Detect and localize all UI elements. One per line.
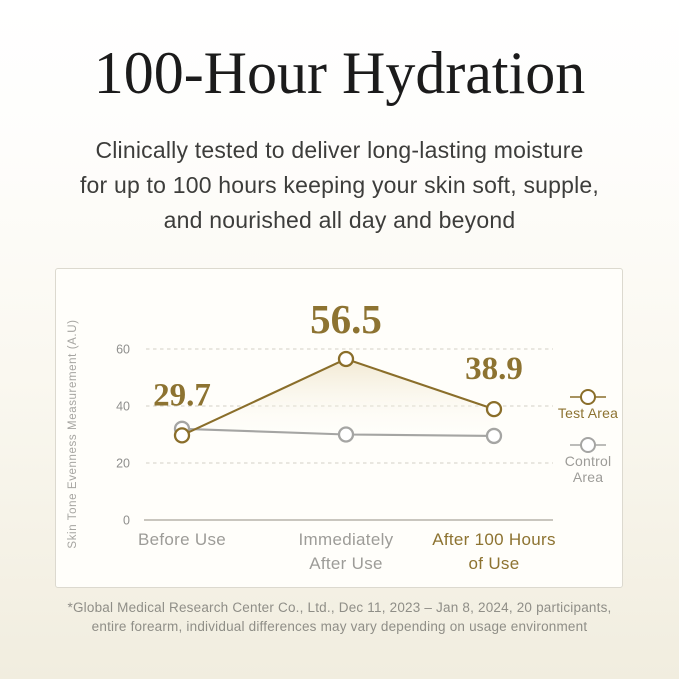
control-area-series	[173, 420, 503, 445]
data-value-label: 38.9	[465, 351, 523, 387]
chart-card: 0 20 40 60 Skin Tone Evenness Measurement (A…	[55, 268, 623, 588]
hydration-line-chart: 0 20 40 60 Skin Tone Evenness Measurement (A…	[67, 296, 618, 573]
page-title: 100-Hour Hydration	[93, 40, 586, 106]
legend-marker	[580, 437, 596, 453]
x-category-label: After 100 Hours	[432, 530, 556, 549]
x-category-label: Before Use	[138, 530, 226, 549]
data-value-label: 56.5	[310, 296, 382, 342]
data-point-marker	[337, 426, 355, 443]
subtitle-line: Clinically tested to deliver long-lastin…	[95, 137, 584, 163]
legend-marker	[580, 389, 596, 405]
subtitle: Clinically tested to deliver long-lastin…	[0, 133, 679, 238]
legend-label: Test Area	[558, 405, 618, 421]
area-fill	[182, 358, 494, 436]
footnote: *Global Medical Research Center Co., Ltd…	[0, 599, 679, 636]
y-tick-label: 40	[116, 400, 130, 414]
y-tick-label: 20	[116, 457, 130, 471]
legend-label: Control	[565, 453, 612, 469]
footnote-line: entire forearm, individual differences m…	[91, 618, 588, 634]
legend-label: Area	[573, 469, 603, 485]
x-category-label: Immediately	[299, 530, 394, 549]
data-point-marker	[485, 400, 503, 418]
x-category-label: After Use	[309, 554, 383, 573]
y-axis-title: Skin Tone Evenness Measurement (A.U)	[67, 319, 79, 548]
data-value-label: 29.7	[153, 377, 211, 413]
data-point-marker	[337, 350, 355, 368]
footnote-line: *Global Medical Research Center Co., Ltd…	[67, 600, 612, 615]
data-point-marker	[173, 427, 191, 444]
test-area-series	[173, 350, 503, 444]
subtitle-line: and nourished all day and beyond	[163, 207, 516, 233]
y-tick-label: 0	[123, 514, 130, 528]
y-tick-label: 60	[116, 343, 130, 357]
legend-entry: Test Area	[558, 389, 618, 421]
subtitle-line: for up to 100 hours keeping your skin so…	[79, 172, 600, 198]
x-category-label: of Use	[469, 554, 520, 573]
data-point-marker	[485, 427, 503, 445]
